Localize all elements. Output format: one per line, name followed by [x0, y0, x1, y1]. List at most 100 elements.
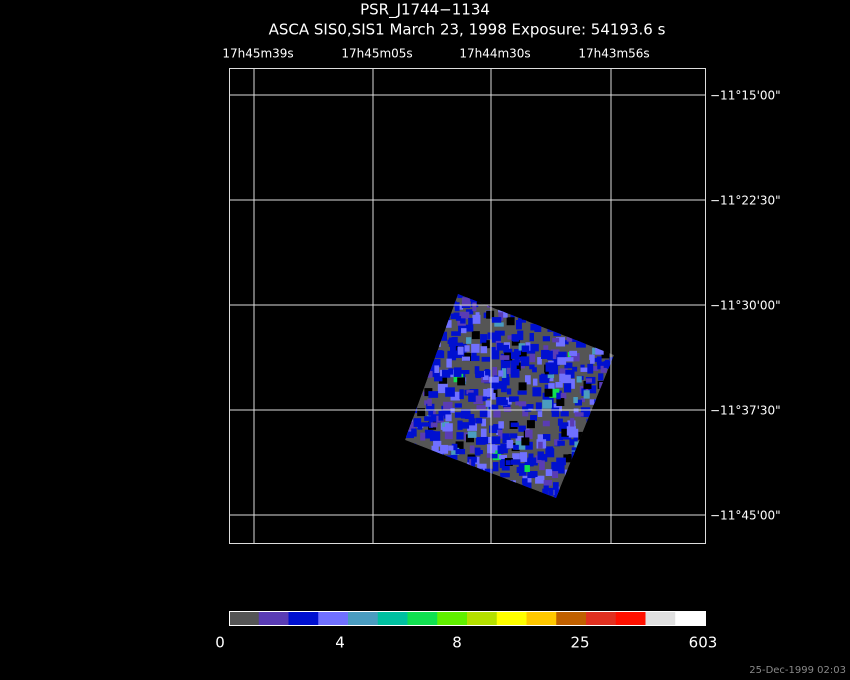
image-pixel	[519, 452, 528, 462]
image-pixel	[494, 477, 504, 487]
image-pixel	[525, 375, 531, 385]
image-pixel	[460, 409, 471, 419]
image-pixel	[428, 488, 438, 497]
image-pixel	[582, 491, 588, 498]
image-pixel	[549, 376, 554, 382]
image-pixel	[498, 454, 508, 460]
image-pixel	[558, 433, 564, 441]
image-pixel	[407, 482, 412, 489]
image-pixel	[520, 356, 530, 367]
image-pixel	[493, 424, 503, 431]
dec-label: −11°15'00"	[710, 89, 781, 103]
image-pixel	[431, 414, 441, 423]
image-pixel	[510, 313, 515, 319]
image-pixel	[465, 469, 473, 477]
image-pixel	[516, 466, 527, 473]
image-pixel	[438, 487, 448, 496]
image-pixel	[557, 357, 567, 365]
image-pixel	[405, 310, 413, 316]
image-pixel	[569, 350, 578, 357]
colorbar-label: 603	[689, 634, 718, 652]
image-pixel	[537, 434, 543, 441]
image-pixel	[405, 307, 408, 314]
image-pixel	[518, 382, 527, 391]
image-pixel	[405, 325, 407, 334]
colorbar-swatch	[675, 611, 706, 626]
image-pixel	[454, 302, 460, 312]
image-pixel	[588, 452, 597, 462]
ra-label: 17h43m56s	[578, 47, 649, 61]
image-pixel	[591, 486, 600, 492]
image-pixel	[531, 312, 541, 320]
image-pixel	[573, 408, 579, 414]
image-pixel	[485, 400, 491, 407]
image-pixel	[603, 458, 614, 464]
image-pixel	[486, 310, 495, 319]
image-pixel	[580, 407, 591, 418]
image-pixel	[586, 437, 595, 446]
image-pixel	[573, 397, 578, 404]
image-pixel	[608, 495, 614, 498]
image-pixel	[602, 472, 609, 480]
image-pixel	[431, 358, 441, 368]
image-pixel	[530, 304, 539, 312]
image-pixel	[566, 295, 571, 303]
image-pixel	[486, 453, 492, 458]
image-pixel	[490, 392, 496, 400]
image-pixel	[597, 317, 605, 324]
image-pixel	[495, 381, 503, 387]
image-pixel	[611, 294, 614, 297]
image-pixel	[435, 350, 443, 356]
image-pixel	[494, 333, 501, 342]
image-pixel	[491, 488, 500, 498]
image-pixel	[409, 348, 418, 357]
image-pixel	[564, 362, 573, 369]
image-pixel	[574, 441, 584, 452]
image-pixel	[547, 323, 554, 332]
image-pixel	[585, 443, 590, 452]
image-pixel	[505, 397, 512, 405]
image-pixel	[445, 387, 455, 397]
image-pixel	[480, 346, 488, 354]
image-pixel	[464, 345, 470, 352]
image-pixel	[459, 389, 464, 400]
image-pixel	[467, 431, 477, 438]
image-pixel	[435, 469, 443, 476]
image-pixel	[492, 487, 498, 498]
image-pixel	[406, 457, 416, 464]
image-pixel	[471, 351, 477, 357]
image-pixel	[570, 352, 580, 362]
image-pixel	[572, 366, 578, 372]
image-pixel	[405, 365, 412, 370]
image-pixel	[501, 368, 507, 378]
image-pixel	[578, 439, 584, 446]
image-pixel	[443, 457, 451, 465]
image-pixel	[500, 472, 510, 478]
colorbar-swatch	[348, 611, 379, 626]
image-pixel	[445, 413, 452, 422]
image-pixel	[561, 428, 570, 437]
image-pixel	[599, 322, 609, 328]
image-pixel	[459, 494, 465, 498]
colorbar-swatch	[615, 611, 646, 626]
image-pixel	[480, 337, 487, 343]
image-pixel	[592, 480, 601, 489]
image-pixel	[411, 395, 418, 404]
image-pixel	[405, 352, 415, 360]
image-pixel	[405, 443, 411, 450]
image-pixel	[591, 442, 600, 448]
image-pixel	[411, 452, 420, 461]
image-pixel	[617, 291, 626, 297]
image-pixel	[539, 378, 550, 383]
image-pixel	[524, 465, 530, 472]
image-pixel	[596, 438, 602, 448]
image-pixel	[593, 338, 603, 343]
image-pixel	[516, 320, 522, 330]
image-pixel	[517, 330, 524, 341]
image-pixel	[596, 426, 604, 433]
image-pixel	[453, 367, 462, 377]
image-pixel	[418, 369, 428, 374]
image-pixel	[594, 399, 600, 406]
image-pixel	[428, 409, 434, 416]
image-pixel	[422, 324, 432, 335]
